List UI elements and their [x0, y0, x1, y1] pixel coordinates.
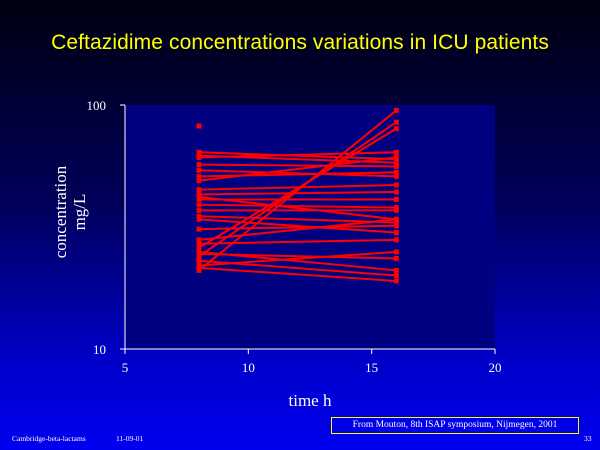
data-point-marker — [196, 207, 202, 213]
data-point-marker — [196, 162, 202, 168]
data-point-marker — [196, 265, 202, 271]
data-point-marker — [393, 219, 399, 225]
series-line — [198, 224, 397, 231]
x-tick-label: 15 — [365, 360, 378, 375]
data-point-marker — [196, 258, 202, 264]
data-point-marker — [196, 167, 202, 173]
series-line — [198, 190, 397, 196]
data-point-marker — [196, 226, 202, 232]
data-point-marker — [393, 119, 399, 125]
data-point-marker — [196, 149, 202, 155]
tick-label-layer: 5 10 15 20 10 100 — [87, 98, 502, 375]
series-line — [198, 171, 397, 178]
series-line — [198, 151, 397, 159]
data-point-marker — [196, 237, 202, 243]
y-axis-label: concentrationmg/L — [51, 165, 89, 258]
series-line — [198, 238, 397, 245]
series-line — [198, 218, 397, 234]
series-line — [198, 218, 397, 241]
data-point-marker — [393, 107, 399, 113]
data-point-marker — [196, 216, 202, 222]
source-citation: From Mouton, 8th ISAP symposium, Nijmege… — [331, 417, 579, 434]
data-point-marker — [393, 237, 399, 243]
y-tick-label: 100 — [87, 98, 107, 113]
data-point-marker — [393, 216, 399, 222]
series-line — [198, 215, 397, 224]
data-point-marker — [393, 189, 399, 195]
slide-title: Ceftazidime concentrations variations in… — [51, 31, 549, 54]
series-line — [198, 203, 397, 209]
series-line — [198, 250, 397, 267]
data-point-marker — [196, 123, 202, 129]
series-line — [198, 156, 397, 182]
x-axis-label: time h — [289, 391, 332, 410]
data-point-marker — [393, 163, 399, 169]
data-point-marker — [196, 178, 202, 184]
data-point-marker — [393, 223, 399, 229]
data-point-marker — [196, 187, 202, 193]
data-point-marker — [393, 196, 399, 202]
data-point-marker — [393, 149, 399, 155]
x-tick-label: 5 — [122, 360, 129, 375]
data-point-marker — [196, 194, 202, 200]
data-point-marker — [393, 207, 399, 213]
data-point-marker — [393, 154, 399, 160]
data-point-marker — [393, 173, 399, 179]
data-point-marker — [393, 273, 399, 279]
data-point-marker — [196, 154, 202, 160]
series-line — [198, 195, 397, 221]
data-point-marker — [196, 213, 202, 219]
data-point-marker — [196, 241, 202, 247]
data-point-marker — [196, 251, 202, 257]
footer-left-text: Cambridge-beta-lactams — [12, 434, 86, 443]
series-layer — [196, 107, 399, 284]
series-line — [198, 266, 397, 282]
data-point-marker — [393, 267, 399, 273]
series-line — [198, 253, 397, 260]
data-point-marker — [196, 173, 202, 179]
data-point-marker — [196, 196, 202, 202]
data-point-marker — [196, 245, 202, 251]
data-point-marker — [393, 205, 399, 211]
y-axis-label-line: concentration — [51, 165, 70, 258]
data-point-marker — [393, 278, 399, 284]
data-point-marker — [393, 249, 399, 255]
data-point-marker — [393, 255, 399, 261]
data-point-marker — [196, 202, 202, 208]
series-line — [198, 184, 397, 191]
series-line — [198, 163, 397, 168]
data-point-marker — [393, 169, 399, 175]
y-axis-label-line: mg/L — [70, 194, 89, 231]
x-tick-label: 20 — [489, 360, 502, 375]
axes-layer — [120, 104, 496, 354]
y-tick-label: 10 — [93, 342, 106, 357]
footer-date: 11-09-01 — [116, 434, 144, 443]
x-tick-label: 10 — [242, 360, 255, 375]
data-point-marker — [393, 230, 399, 236]
data-point-marker — [393, 160, 399, 166]
data-point-marker — [393, 182, 399, 188]
data-point-marker — [393, 126, 399, 132]
page-number: 33 — [584, 434, 592, 443]
